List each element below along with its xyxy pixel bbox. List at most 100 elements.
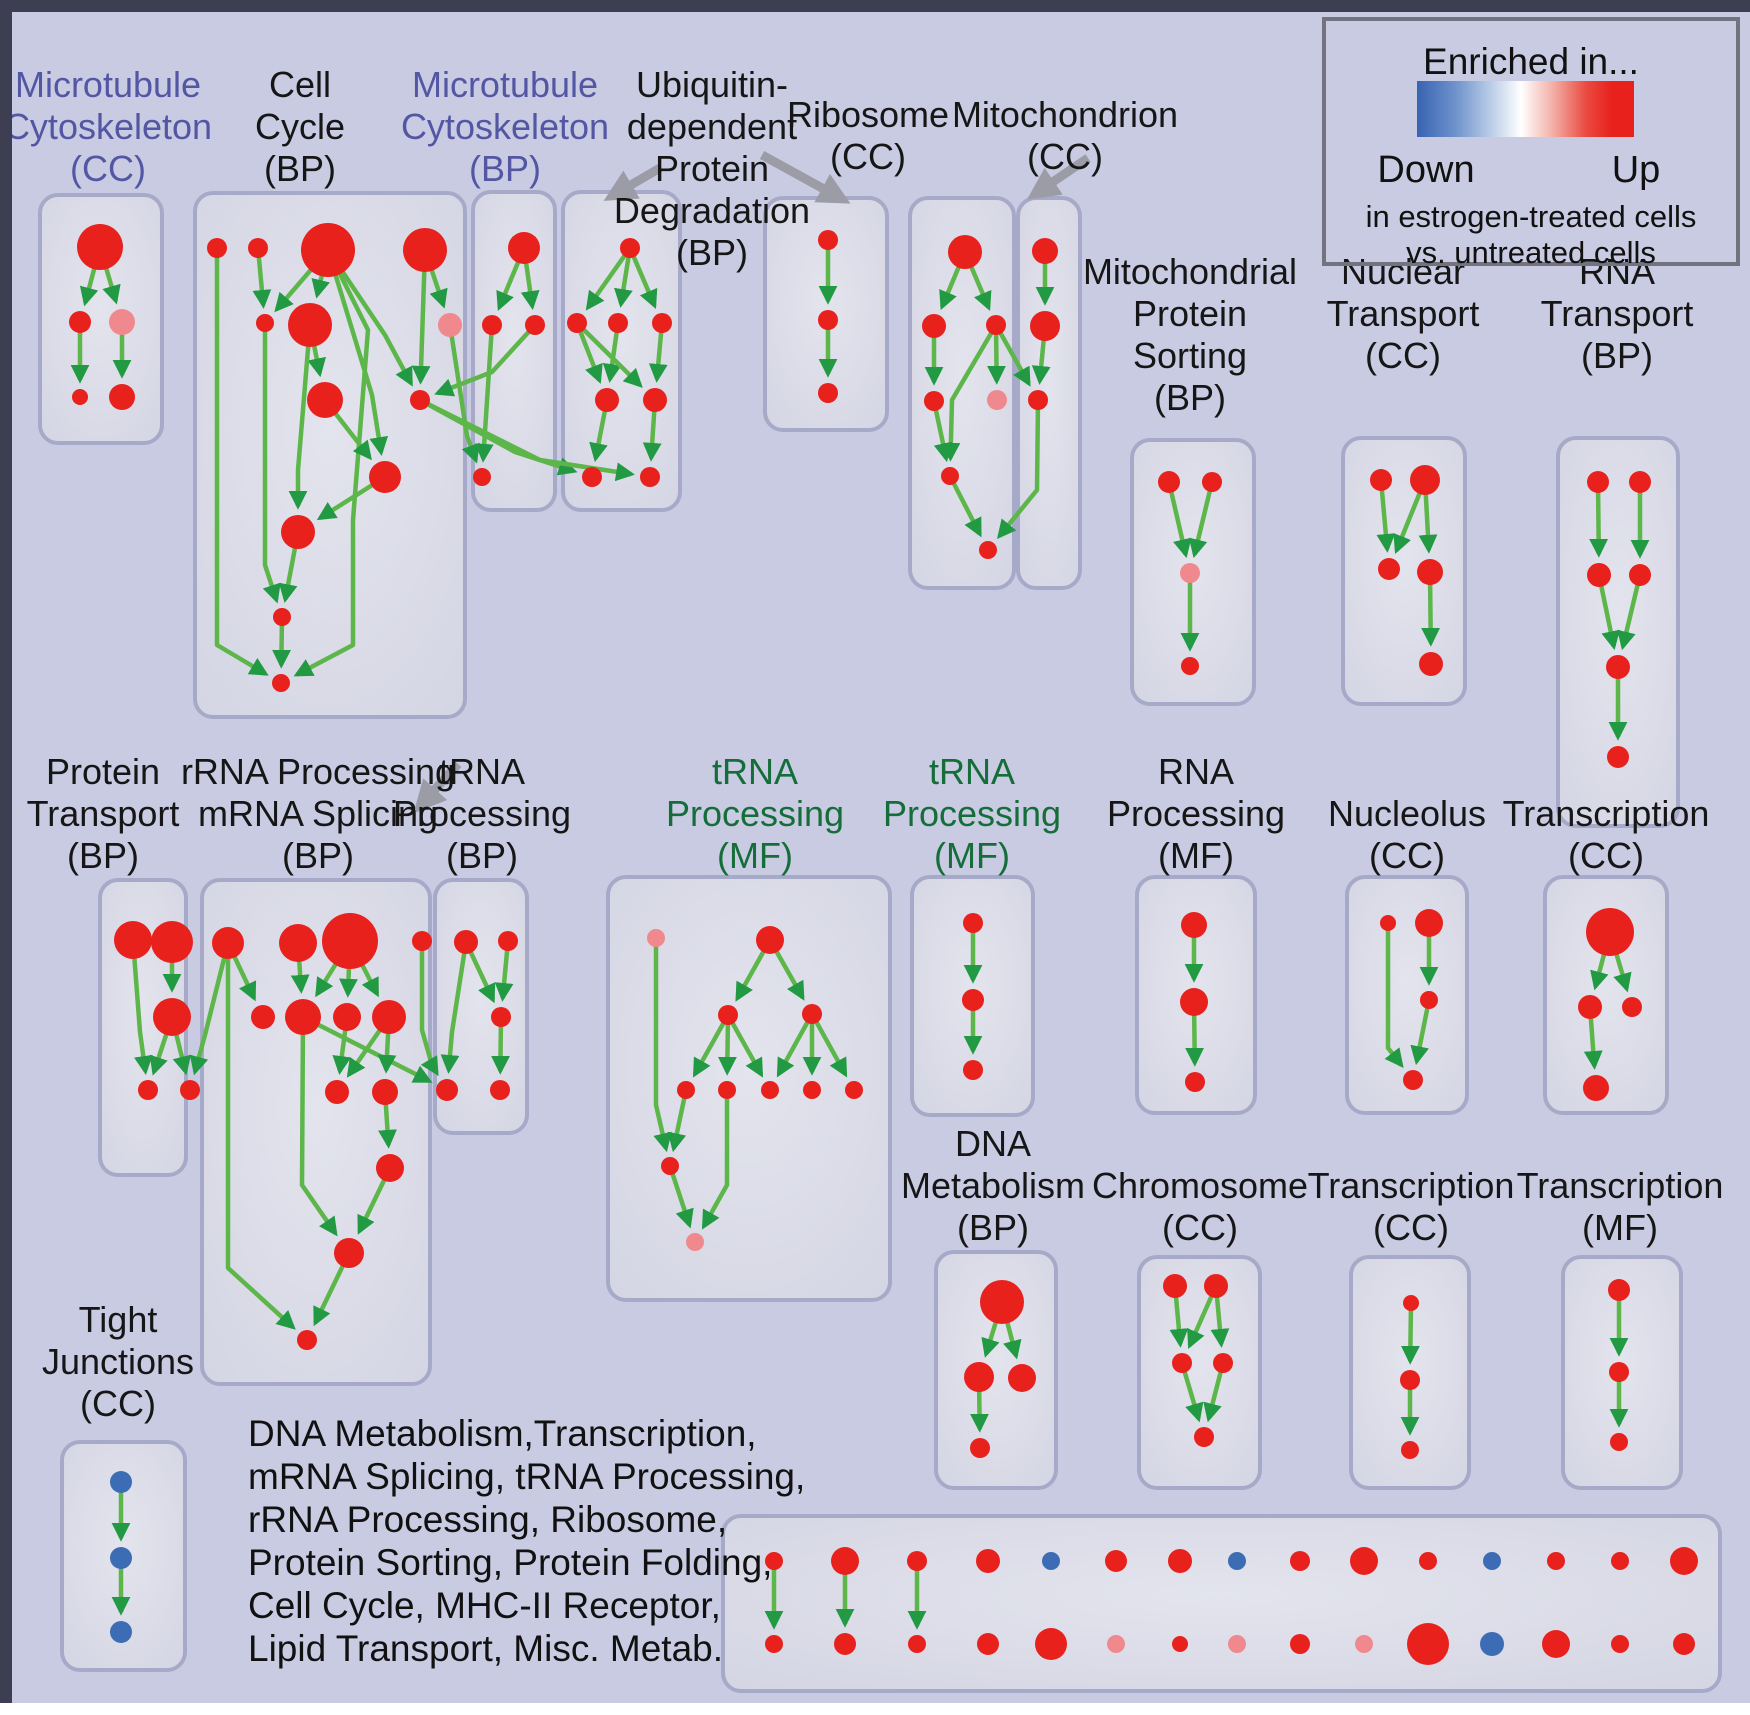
legend-up-label: Up	[1611, 149, 1661, 191]
node-nu4	[1403, 1070, 1423, 1090]
summary-line: mRNA Splicing, tRNA Processing,	[248, 1456, 806, 1497]
nodes-layer	[69, 223, 1698, 1665]
node-ub4	[652, 313, 672, 333]
dna-metabolism-label: DNA Metabolism (BP)	[901, 1123, 1085, 1248]
node-cc9	[410, 390, 430, 410]
cluster-box-chromosome-cc	[1137, 1255, 1262, 1490]
node-th1	[963, 913, 983, 933]
node-ch3	[1172, 1353, 1192, 1373]
node-rr4	[412, 931, 432, 951]
node-th3	[963, 1060, 983, 1080]
node-cc3	[301, 223, 355, 277]
node-tg6	[718, 1081, 736, 1099]
edge-t21-t22	[1400, 1302, 1420, 1365]
node-tj3	[110, 1621, 132, 1643]
node-bw10t	[1350, 1547, 1378, 1575]
legend-down-label: Down	[1377, 149, 1475, 191]
node-tg8	[803, 1081, 821, 1099]
mitochondrion-label: Mitochondrion (CC)	[952, 94, 1178, 177]
summary-line: Protein Sorting, Protein Folding,	[248, 1542, 773, 1583]
node-rr9	[325, 1080, 349, 1104]
node-mo1	[1032, 238, 1058, 264]
node-cc10	[369, 461, 401, 493]
cluster-box-microtubule-cc	[38, 193, 164, 445]
edge-tg10-tg11	[667, 1165, 694, 1229]
transcription-cc2-label: Transcription (CC)	[1308, 1165, 1515, 1248]
node-tb1	[454, 930, 478, 954]
edge-tg4-tg7	[776, 1012, 814, 1078]
edge-nu3-nu4	[1410, 999, 1432, 1066]
node-tg1	[647, 929, 665, 947]
chromosome-label: Chromosome (CC)	[1092, 1165, 1308, 1248]
node-t11	[1586, 908, 1634, 956]
node-tg11	[686, 1233, 704, 1251]
node-bw7t	[1168, 1549, 1192, 1573]
node-bw14b	[1611, 1635, 1629, 1653]
node-bw8b	[1228, 1635, 1246, 1653]
node-rr2	[279, 924, 317, 962]
node-uc3	[818, 383, 838, 403]
node-mc5	[109, 384, 135, 410]
cluster-box-nuclear-transport	[1341, 436, 1467, 706]
node-rr13	[297, 1330, 317, 1350]
edge-rb3-rb6	[941, 323, 998, 462]
node-ub2	[567, 313, 587, 333]
edge-cc7-mb4	[447, 324, 480, 464]
edge-ub2-ub6	[575, 321, 643, 388]
node-nt4	[1417, 559, 1443, 585]
node-nu3	[1420, 991, 1438, 1009]
node-ch1	[1163, 1274, 1187, 1298]
node-t21	[1403, 1295, 1419, 1311]
cluster-box-nucleolus-cc	[1345, 875, 1469, 1115]
node-bw5t	[1042, 1552, 1060, 1570]
node-bw4b	[977, 1633, 999, 1655]
node-mo2	[1030, 311, 1060, 341]
node-rr7	[333, 1003, 361, 1031]
cluster-box-ubiquitin-degradation	[561, 190, 682, 512]
edge-mb3-cc9	[434, 323, 537, 397]
node-th2	[962, 989, 984, 1011]
node-rt5	[1606, 655, 1630, 679]
edge-rr1-pt5	[189, 942, 231, 1076]
edge-cc3-cc13	[293, 248, 371, 677]
node-ub7	[582, 467, 602, 487]
mito-sorting-label: Mitochondrial Protein Sorting (BP)	[1083, 251, 1297, 418]
node-bw2t	[831, 1547, 859, 1575]
node-nu2	[1415, 909, 1443, 937]
node-tg7	[761, 1081, 779, 1099]
edge-rt3-rt5	[1596, 574, 1620, 651]
rna-transport-label: RNA Transport (BP)	[1541, 251, 1694, 376]
node-rt4	[1629, 564, 1651, 586]
node-dm2	[964, 1362, 994, 1392]
cluster-box-dna-metabolism	[934, 1250, 1058, 1490]
cluster-box-misc-categories	[721, 1514, 1722, 1693]
cluster-box-transcription-cc-1	[1543, 875, 1669, 1115]
node-tj1	[110, 1471, 132, 1493]
node-rb3	[986, 315, 1006, 335]
legend-box: Enriched in... Down Up in estrogen-treat…	[1322, 17, 1740, 270]
microtubule-cc-label: Microtubule Cytoskeleton (CC)	[4, 64, 212, 189]
edge-cc3-cc9	[326, 248, 413, 387]
node-nt2	[1410, 465, 1440, 495]
legend-subtitle-line1: in estrogen-treated cells	[1365, 199, 1697, 234]
pointer-arrows-layer	[413, 151, 1091, 814]
node-cc12	[273, 608, 291, 626]
figure-margin-bottom	[0, 1703, 1750, 1715]
edge-rb6-rb7	[947, 474, 982, 538]
node-t22	[1400, 1370, 1420, 1390]
edge-tg4-tg9	[810, 1012, 848, 1078]
edge-pt1-pt4	[130, 939, 153, 1075]
node-bw14t	[1611, 1552, 1629, 1570]
node-bw5b	[1035, 1628, 1067, 1660]
edge-tg3-tg7	[726, 1013, 764, 1078]
summary-line: rRNA Processing, Ribosome,	[248, 1499, 728, 1540]
node-bw6b	[1107, 1635, 1125, 1653]
node-cc1	[207, 238, 227, 258]
transcription-mf-label: Transcription (MF)	[1517, 1165, 1724, 1248]
node-tg4	[802, 1004, 822, 1024]
node-tg5	[677, 1081, 695, 1099]
node-cc2	[248, 238, 268, 258]
node-tb4	[490, 1080, 510, 1100]
